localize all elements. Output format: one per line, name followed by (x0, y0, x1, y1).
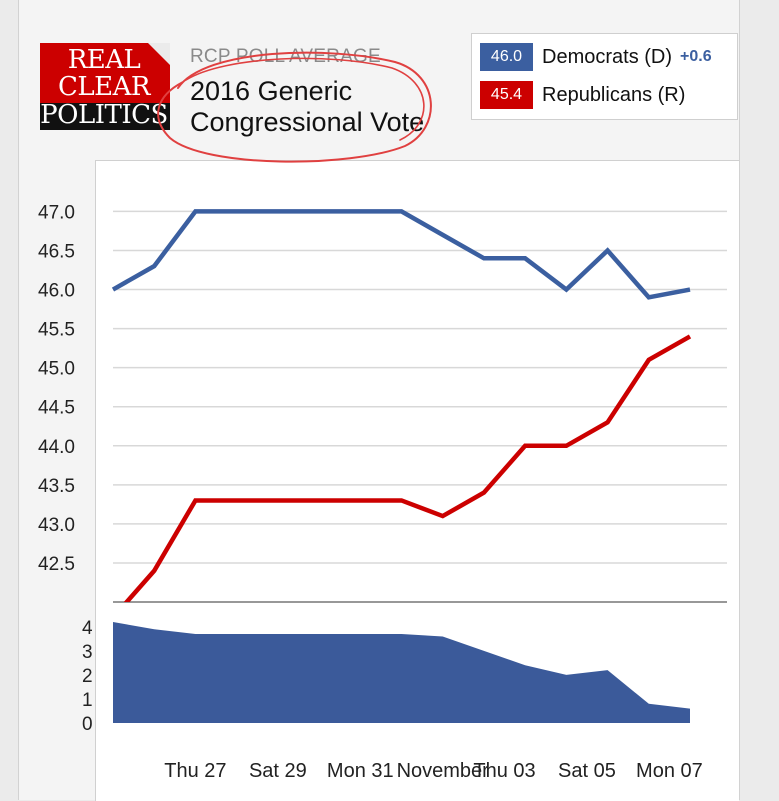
spread-y-tick-label: 3 (82, 642, 93, 663)
y-tick-label: 46.5 (38, 241, 75, 262)
x-tick-label: Mon 31 (327, 760, 394, 782)
logo-line-2: CLEAR (58, 72, 151, 102)
series-line-democrats (111, 209, 691, 300)
x-tick-label: Sat 05 (558, 760, 616, 782)
y-tick-label: 47.0 (38, 202, 75, 223)
realclearpolitics-logo[interactable]: REAL CLEAR POLITICS (40, 43, 170, 130)
legend-swatch-democrats: 46.0 (480, 43, 533, 71)
legend-entry-republicans[interactable]: 45.4 Republicans (R) (480, 80, 685, 110)
x-tick-label: Sat 29 (249, 760, 307, 782)
legend-label-democrats: Democrats (D) (542, 45, 673, 68)
y-tick-label: 45.0 (38, 359, 75, 380)
chart-subtitle: RCP POLL AVERAGE (190, 46, 381, 67)
y-tick-label: 42.5 (38, 554, 75, 575)
legend-label-republicans: Republicans (R) (542, 83, 686, 106)
y-tick-label: 43.5 (38, 476, 75, 497)
y-tick-label: 44.0 (38, 437, 75, 458)
chart-title: 2016 Generic Congressional Vote (190, 76, 424, 138)
spread-y-tick-label: 0 (82, 714, 93, 735)
logo-base (40, 103, 170, 130)
spread-y-tick-label: 1 (82, 690, 93, 711)
logo-page-fold (148, 43, 170, 65)
x-tick-label: Mon 07 (636, 760, 703, 782)
chart-title-line-2: Congressional Vote (190, 107, 425, 137)
series-line-republicans (123, 334, 692, 602)
y-tick-label: 44.5 (38, 398, 75, 419)
logo-line-1: REAL (67, 45, 141, 75)
spread-y-tick-label: 4 (82, 618, 93, 639)
y-tick-label: 45.5 (38, 320, 75, 341)
legend-entry-democrats[interactable]: 46.0 Democrats (D) +0.6 (480, 42, 712, 72)
legend-change-democrats: +0.6 (680, 48, 712, 65)
legend-swatch-republicans: 45.4 (480, 81, 533, 109)
spread-area (113, 622, 690, 723)
annotation-ellipse-stroke-2 (185, 57, 425, 141)
x-tick-label: Thu 03 (473, 760, 535, 782)
spread-y-tick-label: 2 (82, 666, 93, 687)
legend: 46.0 Democrats (D) +0.6 45.4 Republicans… (471, 33, 738, 120)
x-tick-label: Thu 27 (164, 760, 226, 782)
annotation-ellipse (157, 51, 432, 163)
logo-line-3: POLITICS (40, 100, 168, 130)
chart-title-line-1: 2016 Generic (190, 76, 353, 106)
y-tick-label: 46.0 (38, 281, 75, 302)
x-tick-label: November (397, 760, 490, 782)
y-tick-label: 43.0 (38, 515, 75, 536)
